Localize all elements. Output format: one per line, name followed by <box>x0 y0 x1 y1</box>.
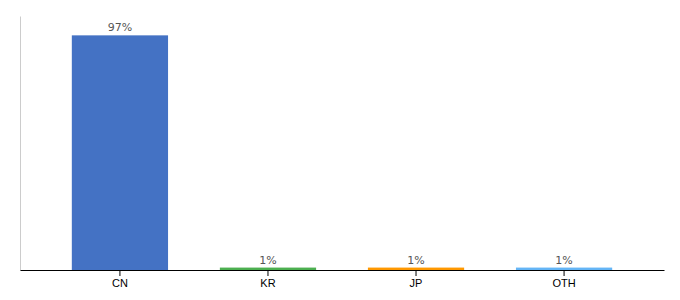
x-tick-mark <box>267 270 268 276</box>
data-label: 1% <box>555 254 572 267</box>
x-tick-mark <box>119 270 120 276</box>
x-tick-mark <box>416 270 417 276</box>
x-tick-label: CN <box>112 277 128 289</box>
data-label: 1% <box>259 254 276 267</box>
bar <box>516 268 612 270</box>
y-axis-line <box>20 17 21 271</box>
x-tick-mark <box>564 270 565 276</box>
x-tick: CN <box>112 270 128 289</box>
bar <box>72 35 168 270</box>
x-axis-line <box>21 270 665 271</box>
bar <box>368 268 464 270</box>
x-axis: CN KR JP OTH <box>21 270 665 289</box>
x-tick: OTH <box>552 270 575 289</box>
data-label: 97% <box>108 21 132 34</box>
x-tick-label: OTH <box>552 277 575 289</box>
plot: CN KR JP OTH 97% 1% 1% 1% <box>21 17 665 289</box>
x-tick: KR <box>260 270 275 289</box>
x-tick-label: JP <box>410 277 423 289</box>
x-tick-label: KR <box>260 277 275 289</box>
data-labels: 97% 1% 1% 1% <box>108 21 573 266</box>
bars <box>72 35 612 270</box>
y-axis <box>20 17 21 271</box>
chart: CN KR JP OTH 97% 1% 1% 1% <box>0 0 680 300</box>
x-tick: JP <box>410 270 423 289</box>
bar <box>220 268 316 270</box>
data-label: 1% <box>407 254 424 267</box>
